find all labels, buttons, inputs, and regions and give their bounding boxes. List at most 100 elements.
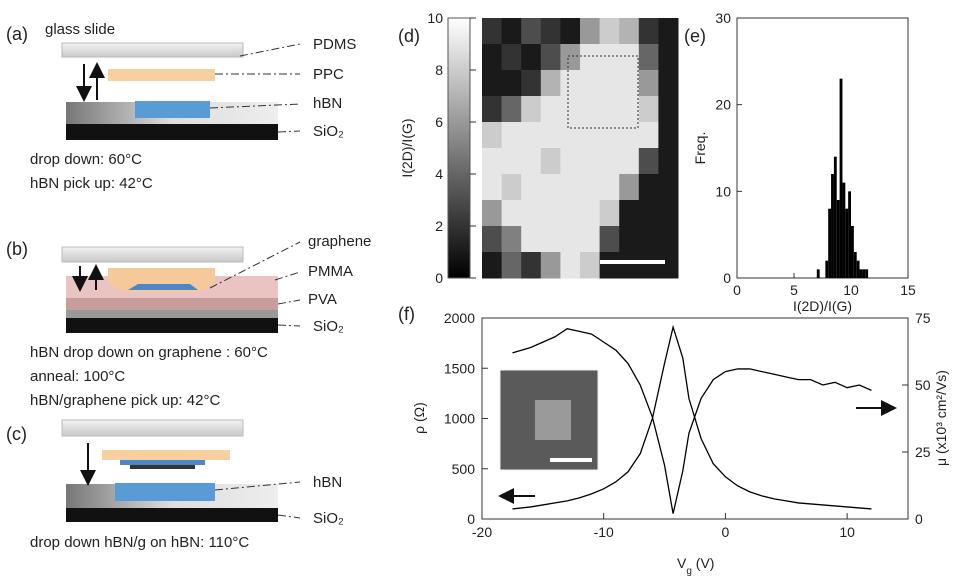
hbn-graphene — [128, 284, 198, 290]
heatmap-cell — [658, 18, 679, 45]
inset-device — [535, 400, 571, 440]
y-tick-label: 10 — [715, 183, 731, 199]
heatmap-cell — [482, 174, 503, 201]
leader — [277, 514, 301, 519]
y2-tick-label: 0 — [915, 511, 923, 527]
heatmap-cell — [638, 122, 659, 149]
heatmap-cell — [540, 200, 561, 227]
layer-label: PVA — [308, 291, 337, 308]
y-tick-label: 500 — [452, 461, 476, 477]
heatmap-cell — [658, 252, 679, 279]
hbn-flake — [135, 101, 210, 118]
colorbar-tick-label: 4 — [435, 166, 443, 182]
heatmap-cell — [580, 148, 601, 175]
hist-bar — [816, 269, 820, 278]
heatmap-cell — [580, 252, 601, 279]
y-tick-label: 0 — [723, 270, 731, 286]
heatmap-cell — [501, 226, 522, 253]
substrate — [66, 310, 278, 318]
substrate-base — [66, 318, 278, 333]
heatmap-cell — [580, 70, 601, 97]
leader — [277, 324, 301, 327]
heatmap-cell — [560, 200, 581, 227]
heatmap-cell — [580, 122, 601, 149]
heatmap-cell — [619, 148, 640, 175]
colorbar-tick-label: 6 — [435, 114, 443, 130]
leader — [274, 271, 301, 281]
y2-tick-label: 50 — [915, 377, 931, 393]
heatmap-cell — [482, 226, 503, 253]
x-tick-label: 0 — [722, 524, 730, 540]
heatmap-cell — [521, 122, 542, 149]
panel-label: (d) — [398, 26, 420, 46]
hist-bar — [831, 174, 834, 278]
hist-bar — [825, 260, 829, 278]
heatmap — [482, 18, 679, 279]
layer-label: hBN — [313, 95, 342, 112]
heatmap-cell — [482, 18, 503, 45]
pva-layer — [66, 298, 278, 310]
leader — [209, 241, 301, 289]
panel-label: (a) — [6, 24, 28, 44]
heatmap-cell — [619, 96, 640, 123]
y-tick-label: 1500 — [444, 360, 475, 376]
hist-bar — [851, 226, 854, 278]
leader — [277, 299, 301, 305]
layer-label: hBN — [313, 474, 342, 491]
heatmap-cell — [560, 226, 581, 253]
y2-axis-label: μ (x10³ cm²/Vs) — [933, 370, 949, 466]
heatmap-cell — [482, 252, 503, 279]
heatmap-cell — [638, 70, 659, 97]
heatmap-cell — [560, 18, 581, 45]
glass-slide — [61, 419, 244, 437]
heatmap-cell — [580, 200, 601, 227]
x-tick-label: -20 — [472, 524, 492, 540]
heatmap-cell — [658, 70, 679, 97]
colorbar-tick-label: 0 — [435, 270, 443, 286]
hist-bar — [853, 252, 857, 278]
y-tick-label: 2000 — [444, 310, 475, 326]
heatmap-cell — [580, 18, 601, 45]
heatmap-cell — [658, 226, 679, 253]
colorbar-tick-label: 2 — [435, 218, 443, 234]
heatmap-cell — [619, 18, 640, 45]
heatmap-cell — [599, 252, 620, 279]
layer-label: SiO₂ — [313, 510, 344, 527]
heatmap-cell — [658, 44, 679, 71]
heatmap-cell — [482, 96, 503, 123]
heatmap-cell — [540, 96, 561, 123]
heatmap-cell — [540, 148, 561, 175]
x-axis-label-part: V — [677, 555, 687, 571]
glass-slide — [61, 42, 244, 58]
layer-label: SiO₂ — [313, 318, 344, 335]
diagram-a: (a) glass slide PDMS PPC hBN SiO₂ drop d… — [6, 21, 356, 192]
heatmap-cell — [521, 174, 542, 201]
heatmap-cell — [638, 18, 659, 45]
heatmap-cell — [580, 44, 601, 71]
layer-label: PDMS — [313, 36, 356, 53]
colorbar-tick-label: 10 — [427, 10, 443, 26]
heatmap-cell — [638, 200, 659, 227]
heatmap-cell — [638, 174, 659, 201]
heatmap-cell — [599, 148, 620, 175]
heatmap-cell — [638, 96, 659, 123]
glass-slide-label: glass slide — [45, 21, 115, 38]
heatmap-cell — [599, 96, 620, 123]
note: anneal: 100°C — [30, 368, 125, 385]
colorbar — [447, 17, 471, 279]
y-axis-label: Freq. — [692, 132, 708, 165]
heatmap-cell — [521, 18, 542, 45]
hist-bar — [859, 269, 863, 278]
heatmap-cell — [619, 200, 640, 227]
heatmap-cell — [560, 44, 581, 71]
heatmap-cell — [658, 148, 679, 175]
heatmap-cell — [599, 18, 620, 45]
heatmap-cell — [540, 174, 561, 201]
heatmap-cell — [580, 174, 601, 201]
heatmap-cell — [540, 18, 561, 45]
heatmap-cell — [658, 174, 679, 201]
x-axis-label-part: g — [686, 566, 692, 577]
leader — [209, 103, 301, 109]
plot-frame — [736, 17, 909, 279]
heatmap-cell — [482, 44, 503, 71]
